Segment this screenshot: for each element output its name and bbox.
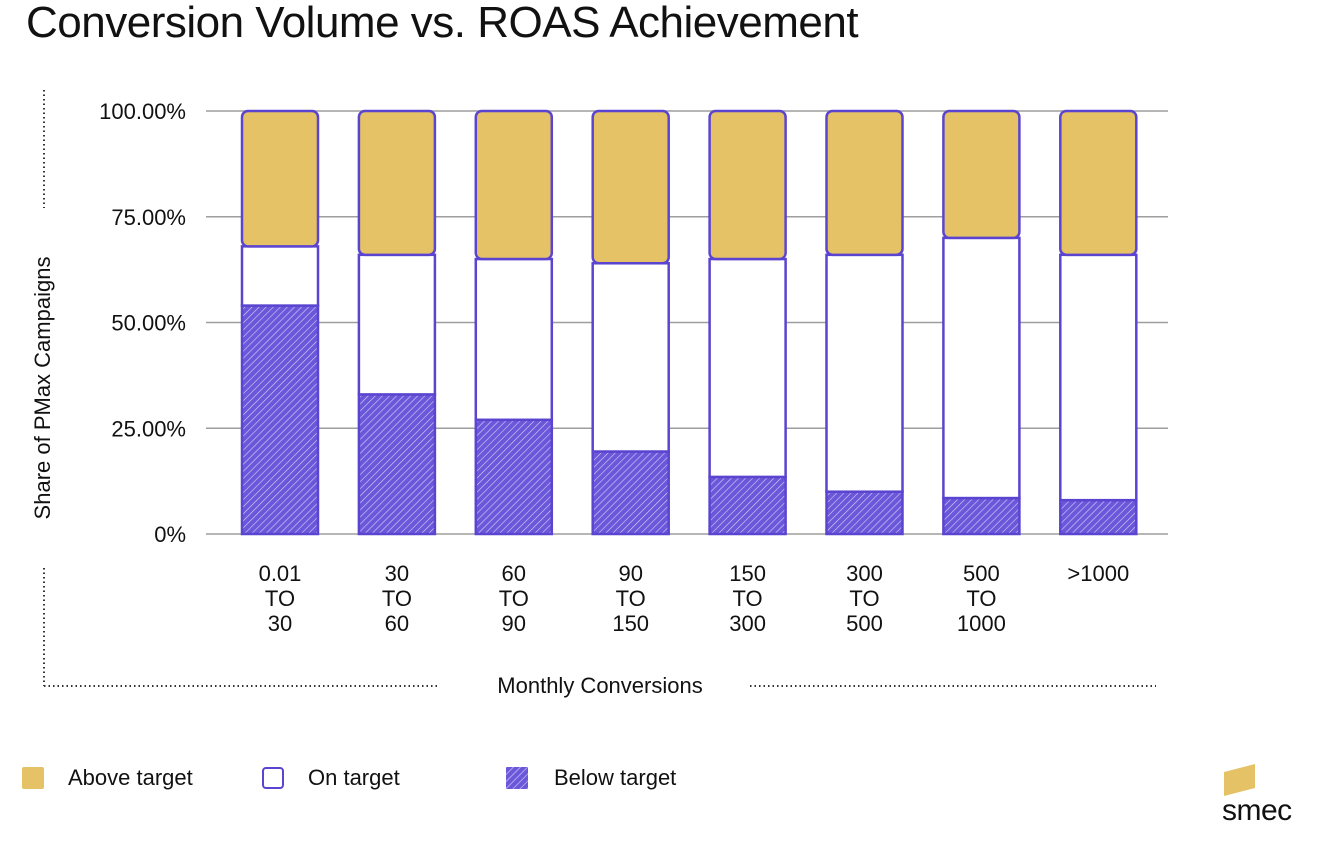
bar-segment-above xyxy=(942,109,1021,240)
x-tick-label: 90 xyxy=(502,611,526,636)
legend-label-above: Above target xyxy=(68,765,193,790)
chart-title: Conversion Volume vs. ROAS Achievement xyxy=(26,0,859,47)
bar-segment-above xyxy=(708,109,787,261)
bar-segment-on xyxy=(825,253,904,493)
bar-segment-below xyxy=(591,450,670,536)
bar-segment-above xyxy=(240,109,320,248)
x-tick-label: TO xyxy=(616,586,646,611)
legend-label-below: Below target xyxy=(554,765,677,790)
x-tick-label: 150 xyxy=(729,561,766,586)
x-tick-label: 90 xyxy=(618,561,642,586)
x-tick-label: 60 xyxy=(385,611,409,636)
x-tick-label: TO xyxy=(499,586,529,611)
bar-segment-above xyxy=(1059,109,1138,257)
legend-label-on: On target xyxy=(308,765,400,790)
bar-segment-on xyxy=(942,236,1021,500)
x-tick-label: TO xyxy=(733,586,763,611)
legend-item-below-target: Below target xyxy=(506,762,676,794)
bar-segment-below xyxy=(1059,498,1138,536)
bar-segment-above xyxy=(591,109,670,265)
x-tick-labels: 0.01TO3030TO6060TO9090TO150150TO300300TO… xyxy=(259,561,1130,636)
smec-logo: smec xyxy=(1222,762,1302,830)
x-tick-label: 60 xyxy=(502,561,526,586)
bars xyxy=(240,109,1138,536)
bar-segment-below xyxy=(357,393,437,536)
x-tick-label: 1000 xyxy=(957,611,1006,636)
y-tick-label: 0% xyxy=(154,522,186,547)
bar-segment-on xyxy=(708,257,787,479)
axis-frame: Share of PMax Campaigns Monthly Conversi… xyxy=(30,90,1156,698)
logo-mark-icon xyxy=(1224,764,1255,796)
bar-segment-on xyxy=(474,257,554,422)
x-tick-label: TO xyxy=(966,586,996,611)
legend-item-on-target: On target xyxy=(262,762,400,794)
x-tick-label: 0.01 xyxy=(259,561,302,586)
y-tick-label: 50.00% xyxy=(111,311,186,336)
legend-item-above-target: Above target xyxy=(22,762,193,794)
legend-swatch-below xyxy=(506,767,528,789)
y-tick-label: 75.00% xyxy=(111,205,186,230)
bar-segment-on xyxy=(591,262,670,453)
x-tick-label: TO xyxy=(265,586,295,611)
x-tick-label: 30 xyxy=(268,611,292,636)
logo-wordmark: smec xyxy=(1222,794,1292,827)
bar-segment-above xyxy=(474,109,554,261)
x-tick-label: TO xyxy=(382,586,412,611)
y-tick-label: 25.00% xyxy=(111,416,186,441)
bar-segment-below xyxy=(474,418,554,536)
x-tick-label: 500 xyxy=(846,611,883,636)
x-tick-label: TO xyxy=(849,586,879,611)
y-axis-title: Share of PMax Campaigns xyxy=(30,257,55,520)
bar-segment-above xyxy=(357,109,437,257)
legend-swatch-on xyxy=(262,767,284,789)
bar-segment-on xyxy=(357,253,437,396)
grid-lines xyxy=(206,110,1168,535)
x-tick-label: >1000 xyxy=(1067,561,1129,586)
y-tick-label: 100.00% xyxy=(99,99,186,124)
legend-swatch-above xyxy=(22,767,44,789)
x-tick-label: 30 xyxy=(385,561,409,586)
bar-segment-above xyxy=(825,109,904,257)
bar-segment-below xyxy=(825,490,904,536)
x-tick-label: 150 xyxy=(612,611,649,636)
x-tick-label: 300 xyxy=(729,611,766,636)
x-axis-title: Monthly Conversions xyxy=(497,673,702,698)
x-tick-label: 300 xyxy=(846,561,883,586)
x-tick-label: 500 xyxy=(963,561,1000,586)
bar-segment-below xyxy=(240,304,320,536)
bar-segment-on xyxy=(1059,253,1138,502)
bar-segment-on xyxy=(240,245,320,307)
y-tick-labels: 0% 25.00% 50.00% 75.00% 100.00% xyxy=(99,99,186,547)
bar-segment-below xyxy=(942,496,1021,536)
bar-segment-below xyxy=(708,475,787,536)
